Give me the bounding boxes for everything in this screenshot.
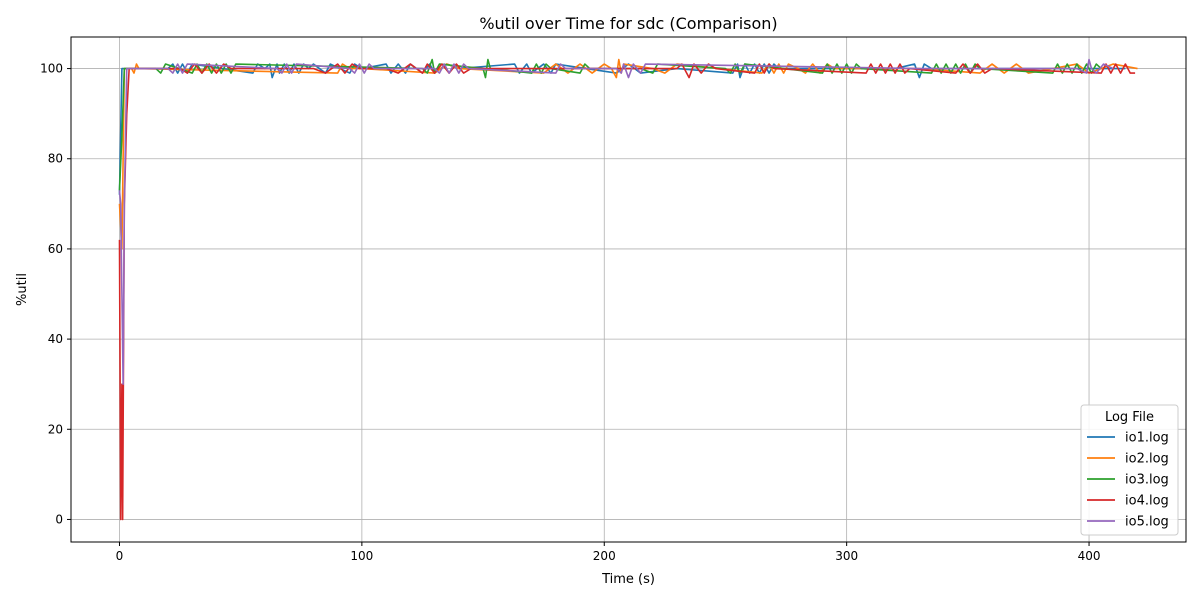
x-tick-label: 400	[1078, 549, 1101, 563]
legend-label: io5.log	[1125, 515, 1169, 530]
x-tick-label: 100	[350, 549, 373, 563]
y-axis-label: %util	[15, 273, 30, 306]
legend: Log File io1.log io2.log io3.log io4.log io5…	[1080, 404, 1179, 536]
y-axis: 0 20 40 60 80 100	[40, 62, 71, 526]
x-tick-label: 0	[116, 549, 124, 563]
legend-label: io1.log	[1125, 431, 1169, 446]
y-tick-label: 100	[40, 62, 63, 76]
y-tick-label: 60	[48, 242, 63, 256]
x-tick-label: 200	[593, 549, 616, 563]
legend-label: io2.log	[1125, 452, 1169, 467]
x-tick-label: 300	[835, 549, 858, 563]
series-line-io5-log	[118, 58, 1114, 385]
y-tick-label: 40	[48, 332, 63, 346]
legend-title: Log File	[1105, 410, 1154, 425]
x-axis: 0 100 200 300 400	[116, 542, 1101, 563]
x-axis-label: Time (s)	[601, 572, 655, 587]
y-tick-label: 80	[48, 152, 63, 166]
y-tick-label: 0	[55, 512, 63, 526]
series-layer	[118, 58, 1138, 521]
legend-items: io1.log io2.log io3.log io4.log io5.log	[1087, 431, 1169, 530]
legend-label: io4.log	[1125, 494, 1169, 509]
y-tick-label: 20	[48, 422, 63, 436]
legend-label: io3.log	[1125, 473, 1169, 488]
chart-title: %util over Time for sdc (Comparison)	[479, 14, 777, 33]
plot-frame	[70, 36, 1187, 543]
